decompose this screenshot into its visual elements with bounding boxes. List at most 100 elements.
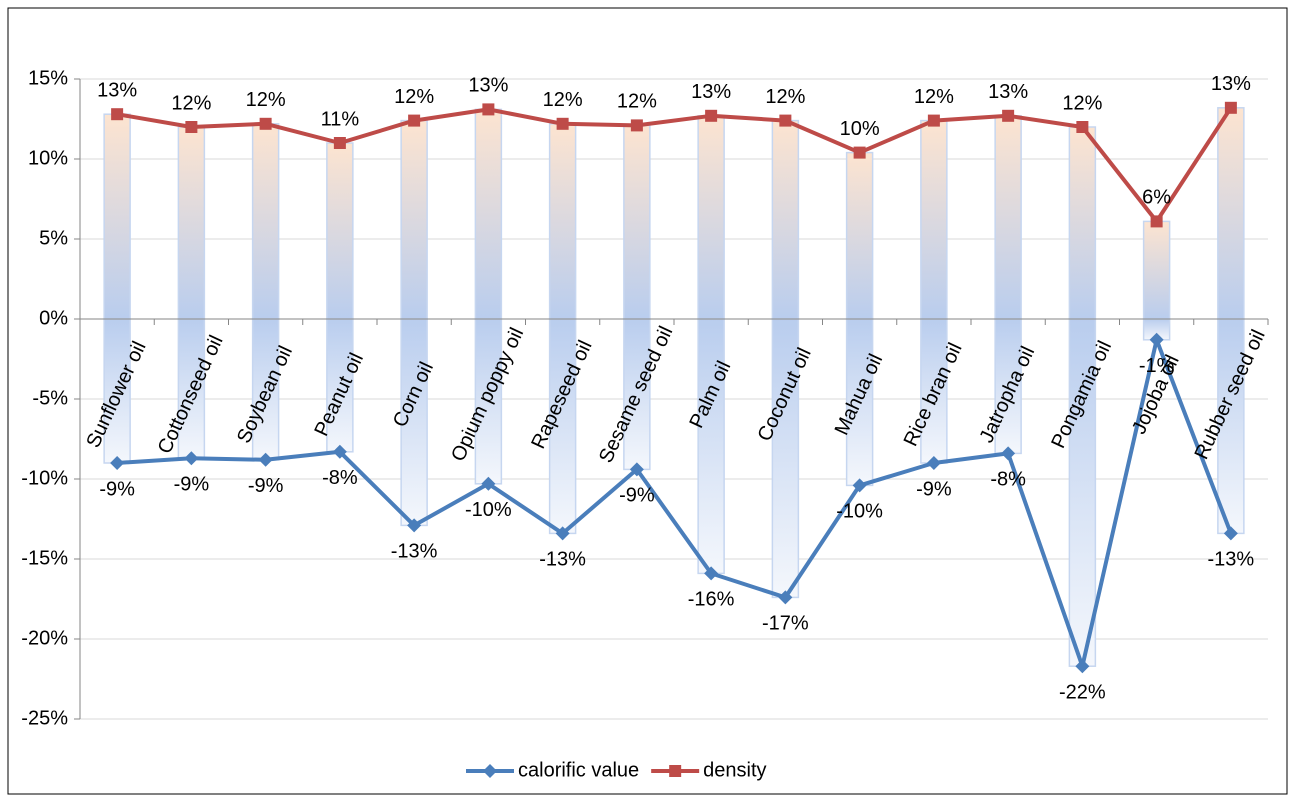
marker (555, 526, 570, 541)
marker (926, 456, 941, 470)
marker (778, 590, 793, 605)
marker (705, 109, 718, 122)
data-label: 13% (97, 79, 137, 101)
data-label: 13% (1211, 73, 1251, 95)
marker (556, 117, 569, 130)
column (994, 115, 1022, 320)
column (548, 123, 577, 320)
data-label: -9% (916, 478, 952, 500)
data-label: -13% (391, 541, 438, 563)
marker (630, 119, 643, 132)
column (548, 318, 577, 535)
marker (1075, 659, 1090, 674)
data-label: -22% (1059, 681, 1106, 703)
column (1068, 126, 1097, 320)
marker (332, 444, 347, 459)
column (920, 119, 948, 320)
marker (1001, 446, 1016, 461)
data-label: 13% (691, 81, 731, 103)
column (623, 124, 651, 320)
y-tick-label: -15% (21, 547, 68, 569)
data-label: 11% (321, 108, 360, 130)
marker (481, 476, 496, 491)
data-label: -13% (539, 549, 586, 571)
data-label: 13% (988, 81, 1028, 103)
marker (629, 462, 644, 477)
legend-label: calorific value (518, 759, 639, 781)
column (623, 318, 651, 471)
data-label: 12% (765, 86, 805, 108)
column (1068, 318, 1097, 667)
column (697, 318, 725, 575)
data-label: 12% (394, 86, 434, 108)
legend-marker (669, 765, 682, 777)
column (103, 113, 131, 320)
marker (111, 108, 124, 121)
data-label: 12% (914, 86, 954, 108)
data-label: 12% (246, 89, 286, 111)
marker (1149, 332, 1164, 347)
marker (1150, 215, 1163, 228)
column (177, 126, 206, 320)
legend-label: density (703, 759, 766, 781)
data-label: 12% (1062, 92, 1102, 114)
y-tick-label: 5% (39, 227, 68, 249)
marker (407, 518, 422, 533)
data-label: -10% (465, 499, 512, 521)
column (920, 318, 948, 464)
marker (853, 146, 866, 159)
y-tick-label: 10% (28, 147, 68, 169)
marker (1002, 109, 1015, 122)
series-line (116, 106, 1233, 224)
data-label: -9% (619, 485, 655, 507)
data-label: -13% (1208, 549, 1255, 571)
marker (1076, 121, 1089, 133)
y-tick-label: -10% (21, 467, 68, 489)
marker (927, 114, 940, 127)
marker (408, 114, 421, 127)
y-tick-label: -20% (21, 627, 68, 649)
data-label: -16% (688, 589, 735, 611)
marker (1224, 101, 1237, 114)
data-label: -8% (322, 467, 358, 489)
marker (258, 452, 273, 467)
data-label: 10% (840, 118, 880, 140)
y-tick-label: 0% (39, 307, 68, 329)
data-label: 6% (1142, 187, 1171, 209)
data-label: -9% (248, 475, 284, 497)
y-tick-label: -5% (32, 387, 68, 409)
series-line (116, 337, 1233, 669)
legend-marker (483, 764, 497, 778)
data-label: -9% (174, 473, 210, 495)
y-tick-label: 15% (28, 67, 68, 89)
marker (1223, 526, 1238, 541)
data-label: -10% (836, 501, 883, 523)
marker (259, 117, 272, 130)
column (474, 108, 503, 320)
data-label: -1% (1139, 355, 1175, 377)
column (400, 119, 428, 320)
marker (779, 114, 792, 127)
y-tick-label: -25% (21, 707, 68, 729)
column (326, 142, 354, 320)
column (845, 151, 874, 320)
marker (852, 478, 867, 493)
data-label: -8% (990, 469, 1026, 491)
column (1217, 107, 1245, 320)
data-label: 13% (468, 75, 508, 97)
marker (185, 121, 198, 133)
data-label: 12% (171, 92, 211, 114)
data-label: 12% (543, 89, 583, 111)
column (771, 119, 800, 320)
marker (704, 566, 719, 581)
marker (333, 137, 346, 149)
data-label: -9% (99, 478, 135, 500)
data-label: -17% (762, 613, 809, 635)
marker (110, 456, 125, 470)
column (251, 123, 280, 320)
column (1142, 220, 1171, 320)
data-label: 12% (617, 91, 657, 113)
marker (184, 451, 199, 466)
marker (482, 103, 495, 116)
